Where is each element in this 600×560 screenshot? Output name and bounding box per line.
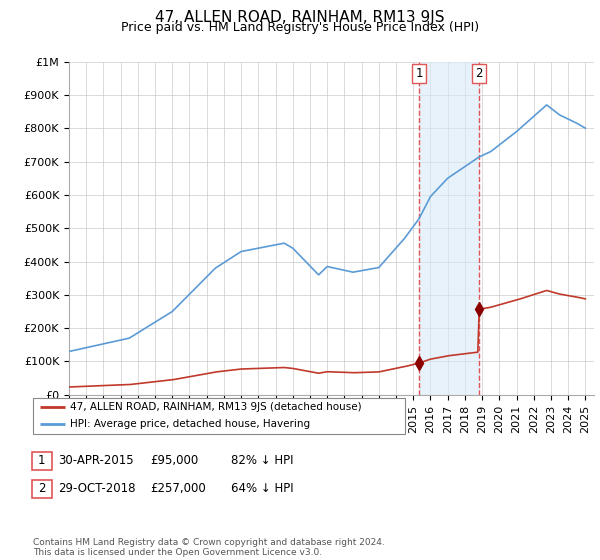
Text: 2: 2 [475,67,483,80]
Text: 64% ↓ HPI: 64% ↓ HPI [231,482,293,496]
Text: 47, ALLEN ROAD, RAINHAM, RM13 9JS: 47, ALLEN ROAD, RAINHAM, RM13 9JS [155,10,445,25]
Text: 29-OCT-2018: 29-OCT-2018 [58,482,136,496]
Bar [419,62,479,395]
Text: 1: 1 [415,67,422,80]
Text: 47, ALLEN ROAD, RAINHAM, RM13 9JS (detached house): 47, ALLEN ROAD, RAINHAM, RM13 9JS (detac… [70,403,362,412]
Text: 1: 1 [38,454,46,468]
Text: 30-APR-2015: 30-APR-2015 [58,454,134,468]
FancyBboxPatch shape [33,398,405,434]
Text: 2: 2 [38,482,46,496]
Text: Contains HM Land Registry data © Crown copyright and database right 2024.
This d: Contains HM Land Registry data © Crown c… [33,538,385,557]
Text: 82% ↓ HPI: 82% ↓ HPI [231,454,293,468]
Text: £257,000: £257,000 [150,482,206,496]
Text: HPI: Average price, detached house, Havering: HPI: Average price, detached house, Have… [70,419,310,429]
Text: Price paid vs. HM Land Registry's House Price Index (HPI): Price paid vs. HM Land Registry's House … [121,21,479,34]
Text: £95,000: £95,000 [150,454,198,468]
